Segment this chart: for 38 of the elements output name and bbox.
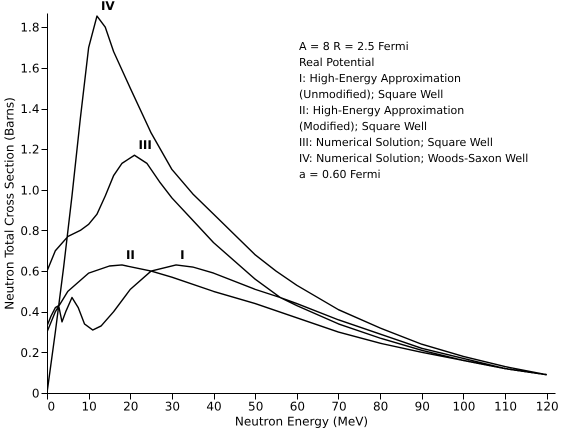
y-tick-label: 1.0: [20, 183, 40, 198]
x-axis-title: Neutron Energy (MeV): [234, 414, 368, 428]
x-tick-label: 0: [48, 400, 56, 414]
annotation: IV: Numerical Solution; Woods-Saxon Well: [299, 152, 528, 165]
annotation: A = 8 R = 2.5 Fermi: [299, 40, 409, 53]
series-label: IV: [100, 0, 116, 14]
annotation: II: High-Energy Approximation: [299, 104, 464, 117]
series-label: III: [138, 138, 152, 152]
annotation: (Modified); Square Well: [299, 120, 428, 133]
y-tick-label: 1.2: [20, 142, 40, 157]
x-tick-label: 60: [290, 400, 305, 414]
y-tick-label: 1.6: [20, 61, 40, 76]
x-tick-label: 30: [164, 400, 180, 414]
series-label: I: [180, 248, 185, 262]
x-tick-label: 40: [206, 400, 222, 414]
annotation: Real Potential: [299, 56, 374, 69]
x-tick-label: 110: [494, 400, 517, 414]
y-axis-title: Neutron Total Cross Section (Barns): [2, 97, 16, 310]
x-tick-label: 80: [372, 400, 388, 414]
annotation: I: High-Energy Approximation: [299, 72, 461, 85]
x-tick-label: 120: [536, 400, 559, 414]
y-tick-label: 0.8: [20, 224, 40, 238]
series-label: II: [126, 248, 135, 262]
x-tick-label: 10: [82, 400, 97, 414]
annotation: a = 0.60 Fermi: [299, 168, 381, 181]
x-tick-label: 90: [414, 400, 430, 414]
annotation: (Unmodified); Square Well: [299, 88, 444, 101]
x-tick-label: 20: [123, 400, 138, 414]
x-tick-label: 50: [248, 400, 264, 414]
x-tick-label: 70: [331, 400, 347, 414]
y-tick-label: 1.4: [20, 102, 40, 116]
x-tick-label: 100: [452, 400, 476, 414]
y-tick-label: 0.4: [20, 305, 40, 320]
y-tick-label: 1.8: [20, 20, 40, 35]
y-tick-label: 0: [32, 386, 40, 400]
y-tick-label: 0.2: [20, 346, 40, 360]
y-tick-label: 0.6: [20, 264, 40, 279]
annotation: III: Numerical Solution; Square Well: [299, 136, 493, 149]
